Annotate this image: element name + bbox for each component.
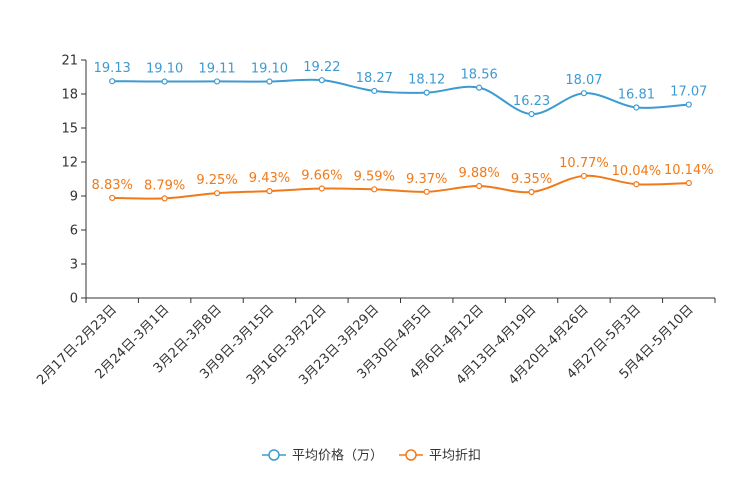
- data-point[interactable]: [580, 172, 588, 180]
- data-point[interactable]: [633, 104, 640, 111]
- data-label: 18.27: [356, 71, 393, 86]
- series-line: [112, 78, 689, 116]
- data-point[interactable]: [266, 78, 273, 85]
- data-point[interactable]: [266, 188, 273, 195]
- legend-label: 平均价格（万）: [292, 448, 383, 464]
- data-point[interactable]: [371, 87, 378, 95]
- data-point[interactable]: [423, 89, 430, 96]
- y-tick-label: 0: [70, 292, 78, 307]
- data-label: 9.59%: [354, 169, 395, 184]
- data-point[interactable]: [476, 84, 483, 91]
- data-label: 19.11: [198, 61, 235, 76]
- data-label: 9.66%: [301, 169, 342, 184]
- data-point[interactable]: [109, 78, 116, 85]
- data-label: 10.77%: [559, 156, 609, 171]
- data-label: 17.07: [670, 85, 707, 100]
- data-label: 19.13: [94, 61, 131, 76]
- axes: 0369121518212月17日-2月23日2月24日-3月1日3月2日-3月…: [34, 54, 716, 388]
- data-label: 19.10: [251, 62, 288, 77]
- data-label: 9.37%: [406, 172, 447, 187]
- y-tick-label: 3: [70, 258, 78, 273]
- series-1: 8.83% 8.79% 9.25% 9.43% 9.66% 9.59% 9.37% 9.88%…: [92, 156, 714, 202]
- data-label: 16.23: [513, 94, 550, 109]
- legend-item-0[interactable]: 平均价格（万）: [262, 448, 383, 464]
- data-point[interactable]: [476, 182, 483, 190]
- data-label: 10.04%: [612, 164, 662, 179]
- data-point[interactable]: [109, 194, 116, 202]
- y-tick-label: 18: [61, 88, 78, 103]
- data-point[interactable]: [318, 185, 325, 192]
- y-tick-label: 21: [61, 54, 78, 69]
- data-point[interactable]: [318, 77, 325, 84]
- legend: 平均价格（万） 平均折扣: [262, 448, 481, 464]
- data-point[interactable]: [371, 186, 378, 193]
- data-label: 18.56: [461, 68, 498, 83]
- data-point[interactable]: [633, 181, 640, 188]
- data-point[interactable]: [161, 195, 168, 202]
- data-label: 9.35%: [511, 172, 552, 187]
- data-label: 10.14%: [664, 163, 714, 178]
- y-tick-label: 9: [70, 190, 78, 205]
- y-tick-label: 12: [61, 156, 78, 171]
- data-point[interactable]: [528, 188, 535, 196]
- legend-item-1[interactable]: 平均折扣: [399, 449, 481, 464]
- data-point[interactable]: [528, 110, 535, 118]
- data-label: 18.12: [408, 73, 445, 88]
- data-point[interactable]: [685, 179, 692, 187]
- data-point[interactable]: [213, 78, 221, 85]
- y-tick-label: 15: [61, 122, 78, 137]
- y-tick-label: 6: [70, 224, 78, 239]
- series-line: [112, 174, 689, 200]
- data-label: 9.88%: [458, 166, 499, 181]
- data-point[interactable]: [685, 101, 692, 108]
- data-label: 8.79%: [144, 178, 185, 193]
- data-label: 19.10: [146, 62, 183, 77]
- legend-marker: [405, 449, 417, 461]
- data-label: 9.25%: [196, 173, 237, 188]
- data-point[interactable]: [213, 190, 221, 197]
- data-label: 18.07: [565, 73, 602, 88]
- data-label: 8.83%: [92, 178, 133, 193]
- data-point[interactable]: [161, 78, 168, 85]
- legend-label: 平均折扣: [429, 449, 481, 464]
- legend-marker: [268, 449, 280, 461]
- data-point[interactable]: [580, 90, 588, 97]
- data-label: 19.22: [303, 60, 340, 75]
- data-point[interactable]: [423, 188, 430, 195]
- series-layer: 19.13 19.10 19.11 19.10 19.22 18.27 18.12 18.56…: [92, 60, 714, 202]
- data-label: 16.81: [618, 87, 655, 102]
- data-label: 9.43%: [249, 171, 290, 186]
- series-0: 19.13 19.10 19.11 19.10 19.22 18.27 18.12 18.56…: [94, 60, 707, 118]
